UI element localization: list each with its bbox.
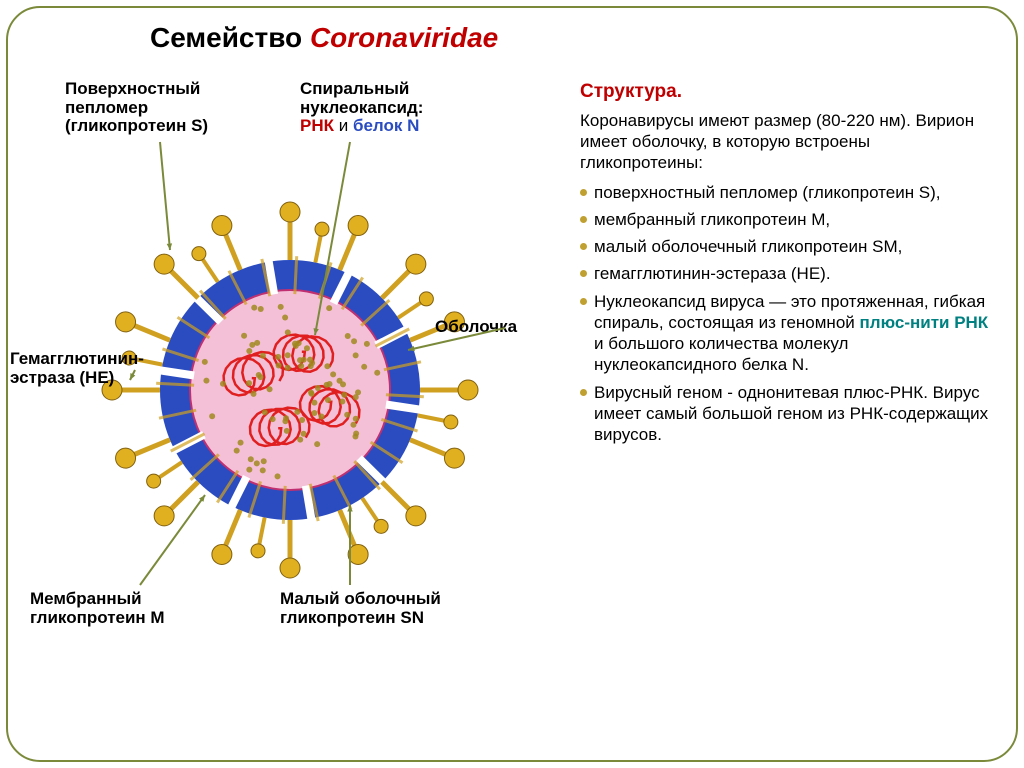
intro-para: Коронавирусы имеют размер (80-220 нм). В… [580,110,996,174]
bullet-sm: малый оболочечный гликопротеин SM, [580,236,996,257]
label-he: Гемагглютинин- эстраза (HE) [10,350,144,387]
label-sn: Малый оболочный гликопротеин SN [280,590,441,627]
title-family: Coronaviridae [310,22,498,53]
text-column: Структура. Коронавирусы имеют размер (80… [580,80,996,748]
bullet-nucleocapsid: Нуклеокапсид вируса — это протяженная, г… [580,291,996,376]
label-envelope: Оболочка [435,318,517,337]
slide-title: Семейство Coronaviridae [150,22,498,54]
bullet-m: мембранный гликопротеин M, [580,209,996,230]
virus-svg [100,200,480,580]
label-nucleocapsid: Спиральный нуклеокапсид: РНК и белок N [300,80,423,136]
bullet-he: гемагглютинин-эстераза (HE). [580,263,996,284]
label-peplomer: Поверхностный пепломер (гликопротеин S) [65,80,208,136]
bullet-genome: Вирусный геном - однонитевая плюс-РНК. В… [580,382,996,446]
title-prefix: Семейство [150,22,310,53]
label-m: Мембранный гликопротеин M [30,590,165,627]
virus-diagram: Поверхностный пепломер (гликопротеин S) … [10,70,570,630]
struct-heading: Структура. [580,80,996,104]
bullet-s: поверхностный пепломер (гликопротеин S), [580,182,996,203]
